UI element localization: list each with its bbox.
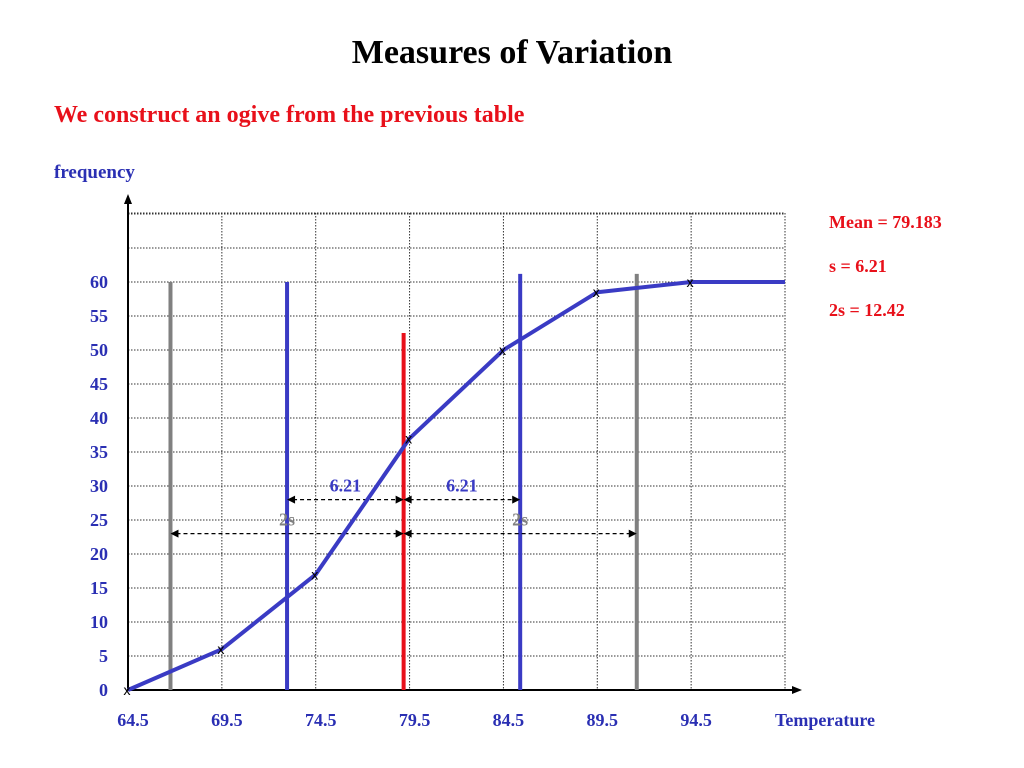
two-std-dev-stat: 2s = 12.42	[829, 300, 905, 320]
x-tick-label: 89.5	[587, 710, 619, 730]
y-tick-label: 40	[90, 408, 108, 428]
y-tick-label: 5	[99, 646, 108, 666]
mean-stat: Mean = 79.183	[829, 212, 942, 232]
y-axis-arrow	[124, 194, 132, 204]
x-tick-label: 74.5	[305, 710, 337, 730]
dimension-arrowhead	[395, 529, 404, 538]
dimension-arrowhead	[403, 495, 412, 504]
page-title: Measures of Variation	[351, 34, 673, 71]
y-tick-label: 35	[90, 442, 108, 462]
x-tick-label: 84.5	[493, 710, 525, 730]
data-point-marker: x	[499, 344, 507, 359]
ogive-line	[127, 280, 785, 692]
y-tick-label: 10	[90, 612, 108, 632]
y-tick-label: 45	[90, 374, 108, 394]
dimension-arrowhead	[628, 529, 637, 538]
y-tick-label: 30	[90, 476, 108, 496]
x-tick-label: 79.5	[399, 710, 431, 730]
y-tick-label: 20	[90, 544, 108, 564]
data-point-marker: x	[686, 276, 694, 291]
std-dev-stat: s = 6.21	[829, 256, 887, 276]
y-tick-label: 60	[90, 272, 108, 292]
y-tick-label: 50	[90, 340, 108, 360]
dimension-label: 6.21	[446, 476, 478, 496]
y-axis-label: frequency	[54, 162, 135, 183]
x-tick-label: 94.5	[680, 710, 712, 730]
data-point-marker: x	[217, 643, 225, 658]
y-tick-label: 0	[99, 680, 108, 700]
dimension-label: 6.21	[330, 476, 362, 496]
data-point-marker: x	[123, 684, 131, 699]
data-point-marker: x	[592, 286, 600, 301]
y-tick-label: 15	[90, 578, 108, 598]
y-tick-label: 55	[90, 306, 108, 326]
x-axis-label: Temperature	[775, 710, 875, 730]
dimension-label: 2s	[279, 510, 295, 530]
x-axis-arrow	[792, 686, 802, 694]
dimension-arrowhead	[287, 495, 296, 504]
y-tick-label: 25	[90, 510, 108, 530]
dimension-arrowhead	[512, 495, 521, 504]
data-point-marker: x	[405, 432, 413, 447]
dimension-label: 2s	[512, 510, 528, 530]
page-subtitle: We construct an ogive from the previous …	[54, 102, 525, 128]
dimension-arrowhead	[395, 495, 404, 504]
x-tick-label: 64.5	[117, 710, 149, 730]
dimension-arrowhead	[403, 529, 412, 538]
dimension-arrowhead	[170, 529, 179, 538]
x-tick-label: 69.5	[211, 710, 243, 730]
data-point-marker: x	[311, 568, 319, 583]
